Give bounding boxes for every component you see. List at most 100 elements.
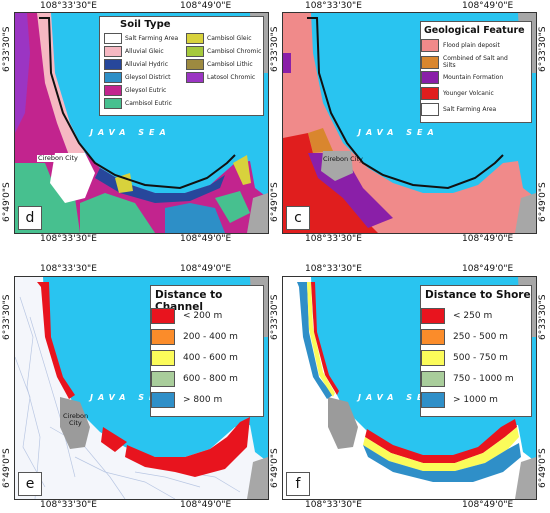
lon-label-top-right: 108°49'0"E bbox=[462, 1, 514, 11]
legend-label: Combined of Salt and Silts bbox=[443, 55, 508, 69]
legend-item: Mountain Formation bbox=[421, 71, 513, 84]
legend-swatch bbox=[104, 46, 122, 57]
legend-label: > 800 m bbox=[183, 395, 223, 405]
legend-swatch bbox=[186, 59, 204, 70]
lon-label-row2-top-right: 108°49'0"E bbox=[462, 264, 514, 274]
legend-item: Salt Farming Area bbox=[104, 33, 178, 44]
map-panel-soil: JAVA SEA Cirebon City d Soil Type Salt F… bbox=[14, 12, 269, 234]
legend-label: Gleysol Eutric bbox=[125, 87, 167, 94]
legend-label: < 200 m bbox=[183, 311, 223, 321]
map-panel-channel: JAVA SEA Cirebon City e Distance to Chan… bbox=[14, 276, 269, 500]
lon-label-bottom-left: 108°33'30"E bbox=[40, 500, 97, 510]
legend-label: Cambisol Chromic bbox=[207, 48, 262, 55]
distance-to-shore-legend: Distance to Shore < 250 m 250 - 500 m 500 … bbox=[420, 285, 532, 417]
legend-item: Cambisol Chromic bbox=[186, 46, 261, 57]
legend-item: < 250 m bbox=[421, 308, 492, 324]
legend-swatch bbox=[151, 392, 175, 408]
legend-item: > 1000 m bbox=[421, 392, 498, 408]
city-label-e-line2: City bbox=[69, 419, 82, 427]
lat-label-e-bottom: 6°49'0"S bbox=[2, 448, 12, 488]
legend-label: Latosol Chromic bbox=[207, 74, 256, 81]
legend-label: Salt Farming Area bbox=[443, 106, 497, 113]
lat-label-c-top: 6°33'30"S bbox=[270, 26, 280, 72]
legend-item: Cambisol Lithic bbox=[186, 59, 253, 70]
legend-swatch bbox=[186, 46, 204, 57]
legend-item: Gleysol District bbox=[104, 72, 170, 83]
lon-label-top-left: 108°33'30"E bbox=[40, 1, 97, 11]
legend-label: Salt Farming Area bbox=[125, 35, 179, 42]
lon-label-row1-bottom-left: 108°33'30"E bbox=[40, 234, 97, 244]
legend-item: 750 - 1000 m bbox=[421, 371, 514, 387]
lat-label-f-top: 6°33'30"S bbox=[270, 294, 280, 340]
legend-item: Flood plain deposit bbox=[421, 39, 513, 52]
legend-item: > 800 m bbox=[151, 392, 222, 408]
legend-label: 400 - 600 m bbox=[183, 353, 238, 363]
legend-item: Latosol Chromic bbox=[186, 72, 255, 83]
legend-swatch bbox=[421, 55, 439, 69]
lat-label-e-top: 6°33'30"S bbox=[2, 294, 12, 340]
lon-label-top-mid-left: 108°49'0"E bbox=[180, 1, 232, 11]
legend-swatch bbox=[421, 87, 439, 100]
lon-label-bottom-mid-left: 108°49'0"E bbox=[180, 500, 232, 510]
map-panel-geology: JAVA SEA Cirebon City c Geological Featu… bbox=[282, 12, 537, 234]
distance-to-channel-legend: Distance to Channel < 200 m 200 - 400 m 40… bbox=[150, 285, 264, 417]
shore-map-graphic bbox=[283, 277, 536, 499]
legend-label: 750 - 1000 m bbox=[453, 374, 514, 384]
lat-label-c-bottom: 6°49'0"S bbox=[270, 182, 280, 222]
legend-item: Combined of Salt and Silts bbox=[421, 55, 513, 69]
sea-label-c: JAVA SEA bbox=[358, 128, 439, 137]
legend-swatch bbox=[421, 39, 439, 52]
legend-swatch bbox=[151, 329, 175, 345]
lon-label-row2-top-mid-left: 108°49'0"E bbox=[180, 264, 232, 274]
legend-label: Cambisol Gleic bbox=[207, 35, 252, 42]
legend-swatch bbox=[421, 308, 445, 324]
lat-label-f-top-right: 6°33'30"S bbox=[538, 294, 548, 340]
panel-letter-e: e bbox=[18, 472, 42, 496]
geological-feature-legend: Geological Feature Flood plain deposit Co… bbox=[420, 21, 532, 123]
lon-label-row1-bottom-mid-left: 108°49'0"E bbox=[180, 234, 232, 244]
legend-swatch bbox=[186, 72, 204, 83]
legend-item: Gleysol Eutric bbox=[104, 85, 166, 96]
lat-label-f-bottom-right: 6°49'0"S bbox=[538, 448, 548, 488]
legend-swatch bbox=[104, 33, 122, 44]
legend-label: Younger Volcanic bbox=[443, 90, 494, 97]
legend-swatch bbox=[104, 98, 122, 109]
legend-swatch bbox=[421, 392, 445, 408]
legend-swatch bbox=[151, 371, 175, 387]
lon-label-top-mid-right: 108°33'30"E bbox=[305, 1, 362, 11]
legend-item: Cambisol Eutric bbox=[104, 98, 172, 109]
legend-title: Soil Type bbox=[120, 19, 171, 30]
lat-label-f-bottom: 6°49'0"S bbox=[270, 448, 280, 488]
lat-label-c-bottom-right: 6°49'0"S bbox=[538, 182, 548, 222]
legend-swatch bbox=[104, 59, 122, 70]
legend-item: Alluvial Hydric bbox=[104, 59, 168, 70]
legend-label: Mountain Formation bbox=[443, 74, 504, 81]
legend-label: 200 - 400 m bbox=[183, 332, 238, 342]
legend-item: Younger Volcanic bbox=[421, 87, 513, 100]
legend-swatch bbox=[104, 72, 122, 83]
lat-label-c-top-right: 6°33'30"S bbox=[538, 26, 548, 72]
lat-label-d-bottom: 6°49'0"S bbox=[2, 182, 12, 222]
legend-item: 600 - 800 m bbox=[151, 371, 238, 387]
legend-swatch bbox=[421, 103, 439, 116]
lat-label-d-top: 6°33'30"S bbox=[2, 26, 12, 72]
legend-label: 600 - 800 m bbox=[183, 374, 238, 384]
legend-swatch bbox=[421, 350, 445, 366]
legend-swatch bbox=[186, 33, 204, 44]
legend-item: Alluvial Gleic bbox=[104, 46, 164, 57]
legend-label: Alluvial Gleic bbox=[125, 48, 164, 55]
legend-swatch bbox=[104, 85, 122, 96]
legend-label: Gleysol District bbox=[125, 74, 171, 81]
legend-label: > 1000 m bbox=[453, 395, 498, 405]
sea-label-f: JAVA SEA bbox=[358, 393, 439, 402]
legend-swatch bbox=[421, 371, 445, 387]
legend-item: Cambisol Gleic bbox=[186, 33, 252, 44]
map-panel-shore: JAVA SEA f Distance to Shore < 250 m 250 … bbox=[282, 276, 537, 500]
legend-item: Salt Farming Area bbox=[421, 103, 513, 116]
city-label-c: Cirebon City bbox=[323, 155, 363, 163]
sea-label-e: JAVA SEA bbox=[90, 393, 171, 402]
lon-label-bottom-mid-right: 108°33'30"E bbox=[305, 500, 362, 510]
legend-swatch bbox=[421, 71, 439, 84]
city-label-d: Cirebon City bbox=[37, 154, 79, 162]
legend-label: Flood plain deposit bbox=[443, 42, 500, 49]
